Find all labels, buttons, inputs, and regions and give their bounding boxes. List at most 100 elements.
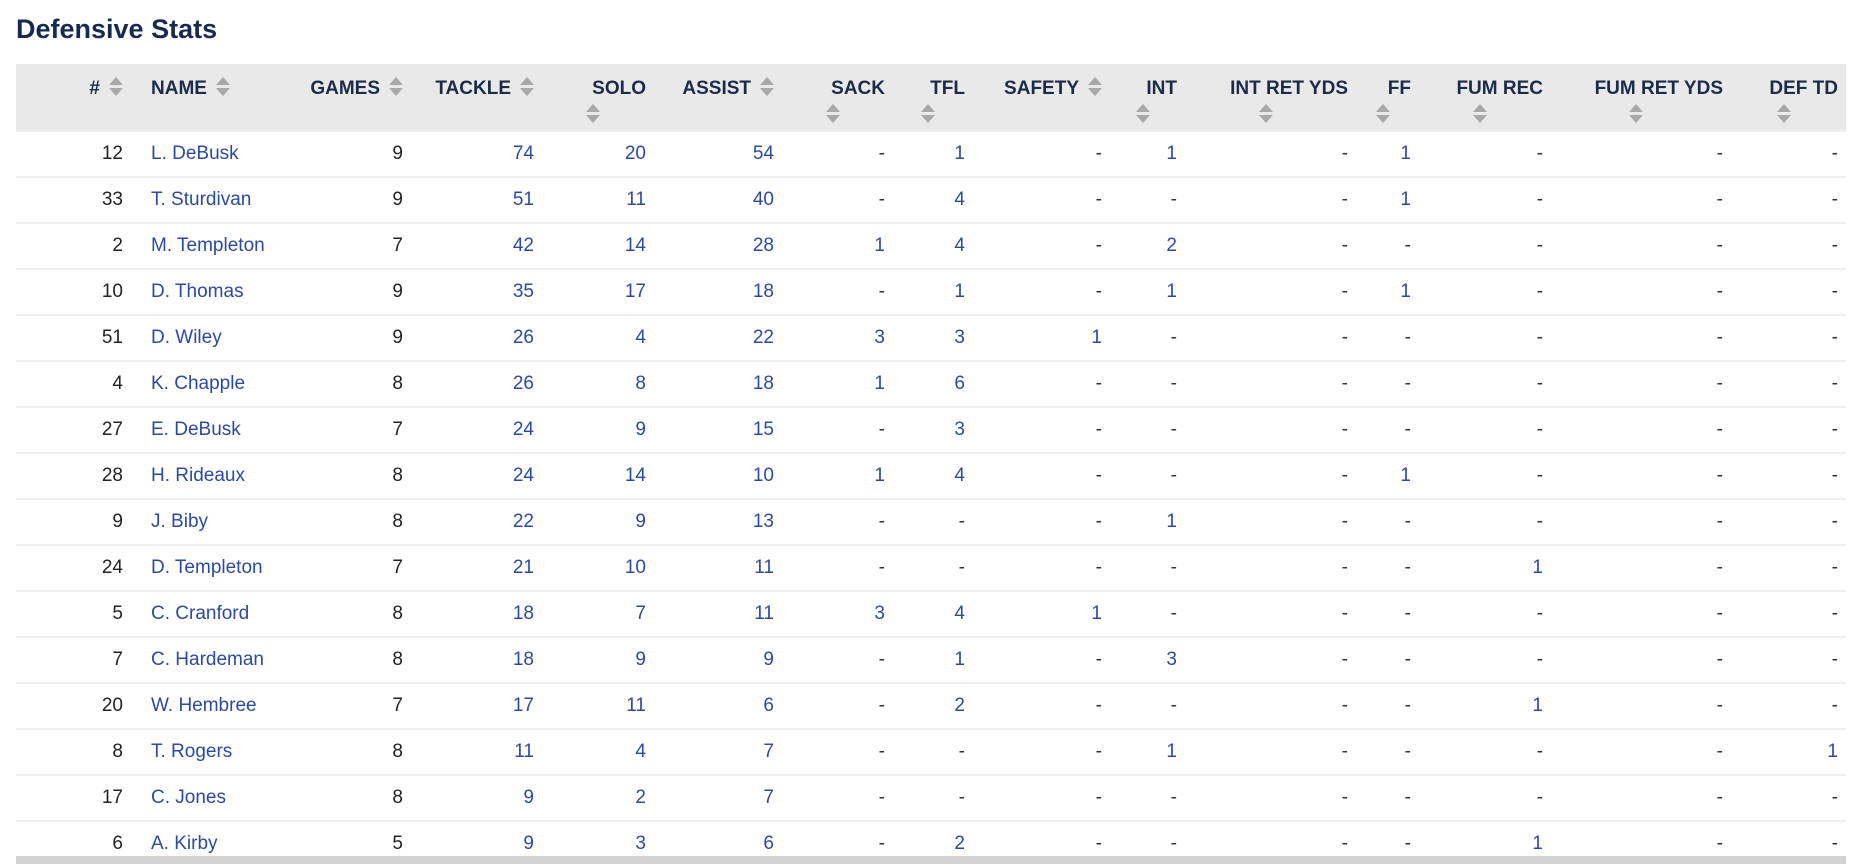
stat-link[interactable]: 3 — [1166, 649, 1177, 670]
stat-link[interactable]: 6 — [763, 695, 774, 716]
player-name-link[interactable]: D. Templeton — [151, 557, 263, 578]
player-name-link[interactable]: E. DeBusk — [151, 419, 241, 440]
stat-link[interactable]: 35 — [512, 281, 534, 302]
stat-link[interactable]: 28 — [752, 235, 774, 256]
stat-link[interactable]: 3 — [954, 419, 965, 440]
stat-link[interactable]: 20 — [624, 143, 646, 164]
stat-link[interactable]: 2 — [635, 787, 646, 808]
stat-link[interactable]: 17 — [512, 695, 534, 716]
stat-link[interactable]: 14 — [624, 465, 646, 486]
stat-link[interactable]: 3 — [635, 833, 646, 854]
player-name-link[interactable]: D. Wiley — [151, 327, 222, 348]
player-name-link[interactable]: M. Templeton — [151, 235, 265, 256]
player-name-link[interactable]: C. Cranford — [151, 603, 250, 624]
stat-link[interactable]: 1 — [874, 235, 885, 256]
stat-link[interactable]: 2 — [954, 695, 965, 716]
stat-link[interactable]: 10 — [624, 557, 646, 578]
stat-link[interactable]: 15 — [752, 419, 774, 440]
stat-link[interactable]: 1 — [1532, 557, 1543, 578]
stat-link[interactable]: 3 — [874, 327, 885, 348]
stat-link[interactable]: 1 — [1166, 143, 1177, 164]
player-name-link[interactable]: W. Hembree — [151, 695, 257, 716]
stat-link[interactable]: 11 — [754, 557, 774, 578]
column-header-tfl[interactable]: TFL — [893, 64, 973, 131]
player-name-link[interactable]: L. DeBusk — [151, 143, 239, 164]
stat-link[interactable]: 1 — [1166, 281, 1177, 302]
stat-link[interactable]: 1 — [1166, 511, 1177, 532]
stat-link[interactable]: 1 — [1532, 833, 1543, 854]
stat-link[interactable]: 7 — [763, 741, 774, 762]
stat-link[interactable]: 1 — [954, 649, 965, 670]
stat-link[interactable]: 1 — [1400, 143, 1411, 164]
stat-link[interactable]: 1 — [1400, 465, 1411, 486]
column-header-name[interactable]: NAME — [131, 64, 306, 131]
column-header-solo[interactable]: SOLO — [542, 64, 654, 131]
stat-link[interactable]: 3 — [874, 603, 885, 624]
column-header-assist[interactable]: ASSIST — [654, 64, 782, 131]
player-name-link[interactable]: C. Jones — [151, 787, 226, 808]
column-header-int[interactable]: INT — [1110, 64, 1185, 131]
stat-link[interactable]: 7 — [763, 787, 774, 808]
player-name-link[interactable]: A. Kirby — [151, 833, 218, 854]
stat-link[interactable]: 4 — [954, 189, 965, 210]
stat-link[interactable]: 2 — [1166, 235, 1177, 256]
stat-link[interactable]: 1 — [1400, 281, 1411, 302]
stat-link[interactable]: 4 — [954, 603, 965, 624]
stat-link[interactable]: 1 — [954, 281, 965, 302]
player-name-link[interactable]: J. Biby — [151, 511, 209, 532]
column-header-number[interactable]: # — [16, 64, 131, 131]
column-header-games[interactable]: GAMES — [306, 64, 411, 131]
stat-link[interactable]: 4 — [635, 327, 646, 348]
stat-link[interactable]: 9 — [635, 511, 646, 532]
column-header-int_ret_yds[interactable]: INT RET YDS — [1185, 64, 1356, 131]
stat-link[interactable]: 26 — [512, 373, 534, 394]
player-name-link[interactable]: T. Rogers — [151, 741, 233, 762]
stat-link[interactable]: 1 — [874, 465, 885, 486]
stat-link[interactable]: 9 — [523, 787, 534, 808]
stat-link[interactable]: 8 — [635, 373, 646, 394]
stat-link[interactable]: 24 — [512, 419, 534, 440]
stat-link[interactable]: 4 — [635, 741, 646, 762]
stat-link[interactable]: 11 — [754, 603, 774, 624]
stat-link[interactable]: 1 — [1091, 327, 1102, 348]
stat-link[interactable]: 54 — [752, 143, 774, 164]
stat-link[interactable]: 11 — [514, 741, 534, 762]
column-header-sack[interactable]: SACK — [782, 64, 893, 131]
column-header-fum_ret_yds[interactable]: FUM RET YDS — [1551, 64, 1731, 131]
stat-link[interactable]: 22 — [512, 511, 534, 532]
player-name-link[interactable]: H. Rideaux — [151, 465, 245, 486]
stat-link[interactable]: 40 — [752, 189, 774, 210]
stat-link[interactable]: 24 — [512, 465, 534, 486]
stat-link[interactable]: 1 — [954, 143, 965, 164]
stat-link[interactable]: 18 — [752, 281, 774, 302]
stat-link[interactable]: 9 — [763, 649, 774, 670]
stat-link[interactable]: 22 — [752, 327, 774, 348]
stat-link[interactable]: 11 — [626, 695, 646, 716]
stat-link[interactable]: 7 — [635, 603, 646, 624]
stat-link[interactable]: 6 — [954, 373, 965, 394]
column-header-def_td[interactable]: DEF TD — [1731, 64, 1846, 131]
stat-link[interactable]: 1 — [1827, 741, 1838, 762]
player-name-link[interactable]: C. Hardeman — [151, 649, 264, 670]
stat-link[interactable]: 10 — [752, 465, 774, 486]
player-name-link[interactable]: D. Thomas — [151, 281, 244, 302]
player-name-link[interactable]: T. Sturdivan — [151, 189, 252, 210]
stat-link[interactable]: 4 — [954, 235, 965, 256]
column-header-tackle[interactable]: TACKLE — [411, 64, 542, 131]
stat-link[interactable]: 4 — [954, 465, 965, 486]
stat-link[interactable]: 11 — [626, 189, 646, 210]
stat-link[interactable]: 9 — [635, 419, 646, 440]
stat-link[interactable]: 13 — [752, 511, 774, 532]
column-header-safety[interactable]: SAFETY — [973, 64, 1110, 131]
stat-link[interactable]: 9 — [523, 833, 534, 854]
stat-link[interactable]: 1 — [1091, 603, 1102, 624]
stat-link[interactable]: 14 — [624, 235, 646, 256]
stat-link[interactable]: 18 — [512, 603, 534, 624]
stat-link[interactable]: 42 — [512, 235, 534, 256]
stat-link[interactable]: 51 — [512, 189, 534, 210]
stat-link[interactable]: 9 — [635, 649, 646, 670]
stat-link[interactable]: 74 — [512, 143, 534, 164]
stat-link[interactable]: 1 — [874, 373, 885, 394]
stat-link[interactable]: 1 — [1400, 189, 1411, 210]
stat-link[interactable]: 17 — [624, 281, 646, 302]
